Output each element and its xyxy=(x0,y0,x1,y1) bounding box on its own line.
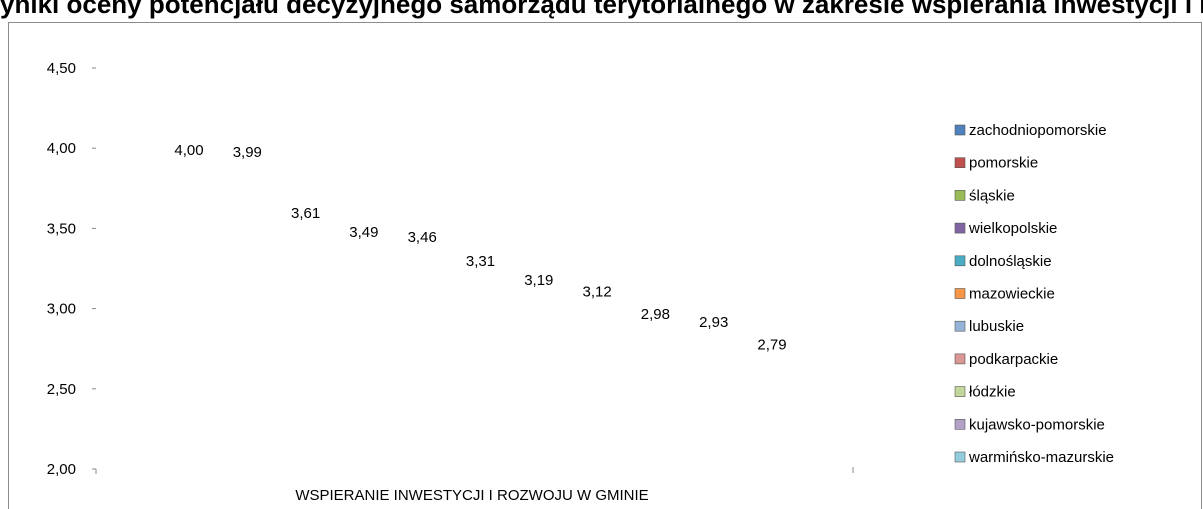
data-label: 3,46 xyxy=(408,229,437,246)
data-label: 3,49 xyxy=(349,224,378,241)
legend-label: mazowieckie xyxy=(969,286,1055,303)
data-label: 4,00 xyxy=(174,142,203,159)
legend-swatch xyxy=(954,288,966,299)
legend-label: warmińsko-mazurskie xyxy=(968,449,1114,466)
data-label: 3,99 xyxy=(233,144,262,161)
legend-label: kujawsko-pomorskie xyxy=(969,416,1105,433)
legend-label: dolnośląskie xyxy=(969,253,1052,270)
plot-frame xyxy=(8,22,1202,509)
data-label: 3,19 xyxy=(524,272,553,289)
legend-label: wielkopolskie xyxy=(968,220,1057,237)
data-label: 2,98 xyxy=(641,306,670,323)
chart-title-strip: yniki oceny potencjału decyzyjnego samor… xyxy=(0,0,1203,22)
legend-label: lubuskie xyxy=(969,318,1024,335)
x-category-label: WSPIERANIE INWESTYCJI I ROZWOJU W GMINIE xyxy=(295,487,648,504)
legend-swatch xyxy=(954,255,966,267)
legend-swatch xyxy=(954,451,966,463)
y-tick-label: 2,00 xyxy=(47,461,76,478)
legend-swatch xyxy=(954,353,966,365)
legend-swatch xyxy=(954,320,966,332)
legend-label: podkarpackie xyxy=(969,351,1058,368)
y-tick-label: 4,00 xyxy=(47,140,76,157)
legend-swatch xyxy=(954,190,966,201)
legend-label: pomorskie xyxy=(969,155,1038,172)
legend-swatch xyxy=(954,157,966,168)
legend-swatch xyxy=(954,418,966,430)
y-tick-label: 3,00 xyxy=(47,301,76,318)
y-tick-label: 3,50 xyxy=(47,220,76,237)
legend-swatch xyxy=(954,222,966,234)
y-tick-label: 2,50 xyxy=(47,381,76,398)
data-label: 3,31 xyxy=(466,253,495,270)
legend-swatch xyxy=(954,386,966,397)
legend-label: śląskie xyxy=(969,187,1015,204)
data-label: 2,79 xyxy=(757,336,786,353)
chart-title: yniki oceny potencjału decyzyjnego samor… xyxy=(0,0,1203,19)
y-tick-label: 4,50 xyxy=(47,60,76,77)
data-label: 3,12 xyxy=(582,283,611,300)
legend-label: łódzkie xyxy=(969,384,1016,401)
data-label: 2,93 xyxy=(699,314,728,331)
legend-label: zachodniopomorskie xyxy=(969,122,1107,139)
data-label: 3,61 xyxy=(291,205,320,222)
legend-swatch xyxy=(954,124,966,136)
